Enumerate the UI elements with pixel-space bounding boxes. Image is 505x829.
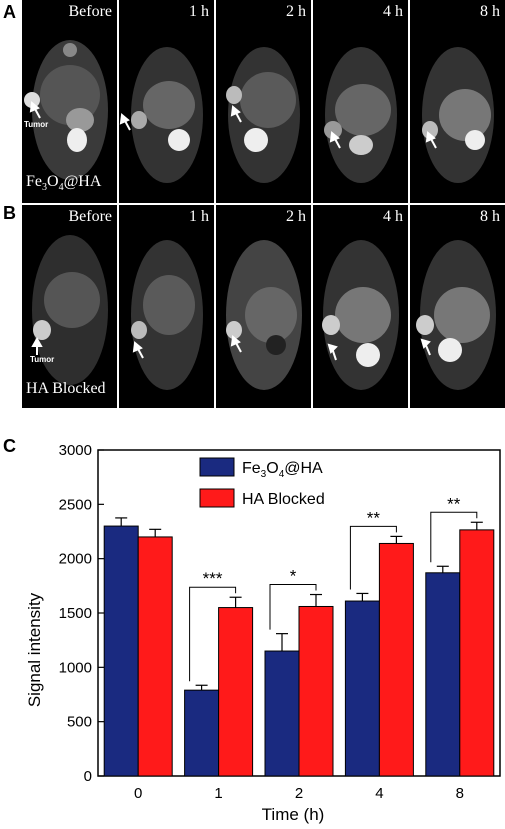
timepoint-label: Before <box>68 3 112 20</box>
mri-scan-graphic <box>422 47 494 183</box>
timepoint-label: 1 h <box>189 208 209 225</box>
mri-scan-graphic <box>416 240 496 390</box>
timepoint-label: 4 h <box>383 208 403 225</box>
legend-swatch <box>199 488 235 508</box>
legend-label: Fe3O4@HA <box>242 460 323 480</box>
significance-label: ** <box>367 508 381 527</box>
mri-scan-graphic <box>322 240 399 390</box>
mri-image-b-before: Before Tumor HA Blocked <box>22 205 117 408</box>
timepoint-label: Before <box>68 208 112 225</box>
significance-label: ** <box>447 494 461 513</box>
row-b-label: HA Blocked <box>26 380 106 397</box>
mri-image-a-2h: 2 h <box>216 0 311 203</box>
y-axis-label: Signal intensity <box>25 592 44 707</box>
arrow-icon <box>425 131 437 149</box>
timepoint-label: 8 h <box>480 208 500 225</box>
arrow-icon <box>132 341 144 359</box>
panel-b-label: B <box>3 203 16 223</box>
x-tick-label: 0 <box>134 785 142 802</box>
bar <box>103 525 139 777</box>
timepoint-label: 8 h <box>480 3 500 20</box>
timepoint-label: 2 h <box>286 3 306 20</box>
arrow-icon <box>119 113 131 131</box>
significance-bracket <box>269 584 317 630</box>
arrow-icon <box>420 338 431 356</box>
significance-bracket <box>430 511 478 563</box>
y-tick-label: 3000 <box>59 442 92 459</box>
mri-row-b: Before Tumor HA Blocked 1 h 2 h 4 h <box>22 205 505 408</box>
panel-c-label: C <box>3 436 16 456</box>
y-tick-label: 0 <box>84 768 92 785</box>
arrow-icon <box>31 336 43 355</box>
mri-image-b-2h: 2 h <box>216 205 311 408</box>
significance-label: * <box>290 567 297 586</box>
y-tick-label: 500 <box>67 714 92 731</box>
bar <box>218 607 254 777</box>
bar <box>184 689 220 777</box>
mri-scan-graphic <box>226 240 302 390</box>
mri-scan-graphic <box>324 47 397 183</box>
bar <box>344 600 380 777</box>
mri-row-a: Before Tumor Fe3O4@HA 1 h 2 h 4 h <box>22 0 505 203</box>
bar <box>425 572 461 777</box>
bar <box>298 605 334 777</box>
significance-bracket <box>349 525 397 590</box>
bar <box>378 542 414 777</box>
mri-scan-graphic <box>131 47 203 183</box>
arrow-icon <box>329 131 341 149</box>
y-tick-label: 2500 <box>59 496 92 513</box>
x-tick-label: 2 <box>295 785 303 802</box>
mri-scan-graphic <box>131 240 203 390</box>
chart-legend: Fe3O4@HA HA Blocked <box>199 457 325 508</box>
chart-bars <box>103 517 495 777</box>
mri-image-a-before: Before Tumor Fe3O4@HA <box>22 0 117 203</box>
mri-image-b-4h: 4 h <box>313 205 408 408</box>
x-tick-label: 8 <box>456 785 464 802</box>
mri-scan-graphic <box>32 235 108 385</box>
mri-scan-graphic <box>24 40 108 180</box>
arrow-icon <box>230 105 242 123</box>
mri-image-b-1h: 1 h <box>119 205 214 408</box>
bar <box>459 529 495 777</box>
arrow-icon <box>327 343 338 361</box>
tumor-arrows <box>29 101 437 361</box>
bar <box>137 536 173 777</box>
tumor-label: Tumor <box>24 120 49 129</box>
x-tick-label: 4 <box>375 785 383 802</box>
tumor-label: Tumor <box>30 355 55 364</box>
mri-image-a-1h: 1 h <box>119 0 214 203</box>
x-axis-label: Time (h) <box>262 805 325 824</box>
mri-image-a-4h: 4 h <box>313 0 408 203</box>
x-tick-label: 1 <box>214 785 222 802</box>
arrow-icon <box>230 335 242 353</box>
significance-brackets: *** ***** <box>189 494 478 682</box>
legend-label: HA Blocked <box>242 491 325 508</box>
y-tick-label: 2000 <box>59 551 92 568</box>
timepoint-label: 1 h <box>189 3 209 20</box>
mri-image-a-8h: 8 h <box>410 0 505 203</box>
mri-image-b-8h: 8 h <box>410 205 505 408</box>
significance-bracket <box>189 586 237 682</box>
chart-axes: 0 500 1000 1500 2000 2500 3000 0 1 2 4 8 <box>59 442 501 802</box>
timepoint-label: 2 h <box>286 208 306 225</box>
timepoint-label: 4 h <box>383 3 403 20</box>
arrow-icon <box>29 101 41 119</box>
panel-a-label: A <box>3 2 16 22</box>
legend-swatch <box>199 457 235 477</box>
significance-label: *** <box>203 569 223 588</box>
mri-scan-graphic <box>226 47 300 183</box>
row-a-label: Fe3O4@HA <box>26 172 102 193</box>
y-tick-label: 1000 <box>59 659 92 676</box>
y-tick-label: 1500 <box>59 605 92 622</box>
bar <box>264 650 300 777</box>
